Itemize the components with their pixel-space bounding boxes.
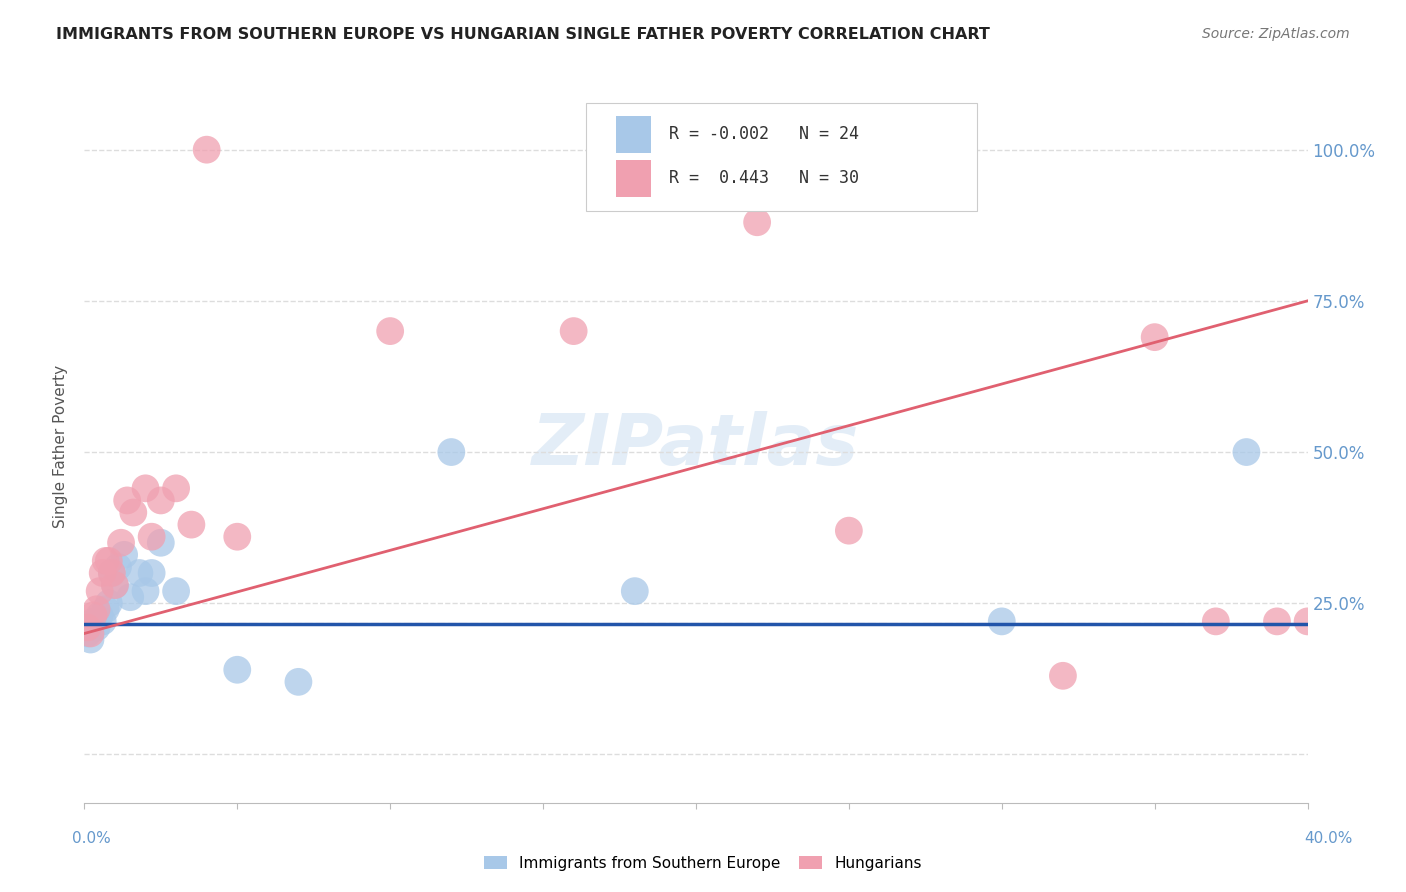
Point	[135, 481, 157, 495]
Point	[101, 566, 124, 580]
Point	[79, 632, 101, 647]
Point	[79, 626, 101, 640]
Point	[929, 143, 952, 157]
Point	[149, 493, 172, 508]
Point	[94, 602, 117, 616]
Point	[1265, 615, 1288, 629]
Bar	[616, 116, 651, 153]
Point	[1205, 615, 1227, 629]
Point	[165, 481, 187, 495]
Point	[76, 626, 98, 640]
Point	[440, 445, 463, 459]
Point	[94, 554, 117, 568]
Point	[226, 663, 249, 677]
Point	[76, 620, 98, 634]
Point	[141, 566, 163, 580]
Point	[91, 566, 114, 580]
Point	[112, 548, 135, 562]
Point	[128, 566, 150, 580]
FancyBboxPatch shape	[586, 103, 977, 211]
Point	[1296, 615, 1319, 629]
Point	[97, 554, 120, 568]
Point	[287, 674, 309, 689]
Point	[107, 560, 129, 574]
Point	[101, 566, 124, 580]
Point	[165, 584, 187, 599]
Point	[1143, 330, 1166, 344]
Point	[838, 524, 860, 538]
Point	[91, 615, 114, 629]
Point	[115, 493, 138, 508]
Point	[86, 620, 108, 634]
Point	[104, 578, 127, 592]
Point	[83, 608, 105, 623]
Point	[991, 615, 1014, 629]
Bar	[616, 160, 651, 197]
Text: 0.0%: 0.0%	[72, 831, 111, 846]
Point	[86, 602, 108, 616]
Text: ZIPatlas: ZIPatlas	[533, 411, 859, 481]
Text: Source: ZipAtlas.com: Source: ZipAtlas.com	[1202, 27, 1350, 41]
Point	[110, 535, 132, 549]
Text: R =  0.443   N = 30: R = 0.443 N = 30	[669, 169, 859, 187]
Point	[89, 584, 111, 599]
Point	[83, 615, 105, 629]
Point	[226, 530, 249, 544]
Point	[135, 584, 157, 599]
Point	[380, 324, 402, 338]
Point	[562, 324, 585, 338]
Point	[180, 517, 202, 532]
Text: 40.0%: 40.0%	[1305, 831, 1353, 846]
Text: IMMIGRANTS FROM SOUTHERN EUROPE VS HUNGARIAN SINGLE FATHER POVERTY CORRELATION C: IMMIGRANTS FROM SOUTHERN EUROPE VS HUNGA…	[56, 27, 990, 42]
Point	[141, 530, 163, 544]
Y-axis label: Single Father Poverty: Single Father Poverty	[53, 365, 69, 527]
Point	[89, 608, 111, 623]
Point	[149, 535, 172, 549]
Point	[747, 215, 769, 229]
Point	[122, 506, 145, 520]
Text: R = -0.002   N = 24: R = -0.002 N = 24	[669, 125, 859, 143]
Point	[120, 590, 142, 604]
Point	[195, 143, 218, 157]
Point	[624, 584, 647, 599]
Point	[104, 578, 127, 592]
Point	[1052, 669, 1074, 683]
Point	[1236, 445, 1258, 459]
Point	[97, 596, 120, 610]
Legend: Immigrants from Southern Europe, Hungarians: Immigrants from Southern Europe, Hungari…	[479, 851, 927, 875]
